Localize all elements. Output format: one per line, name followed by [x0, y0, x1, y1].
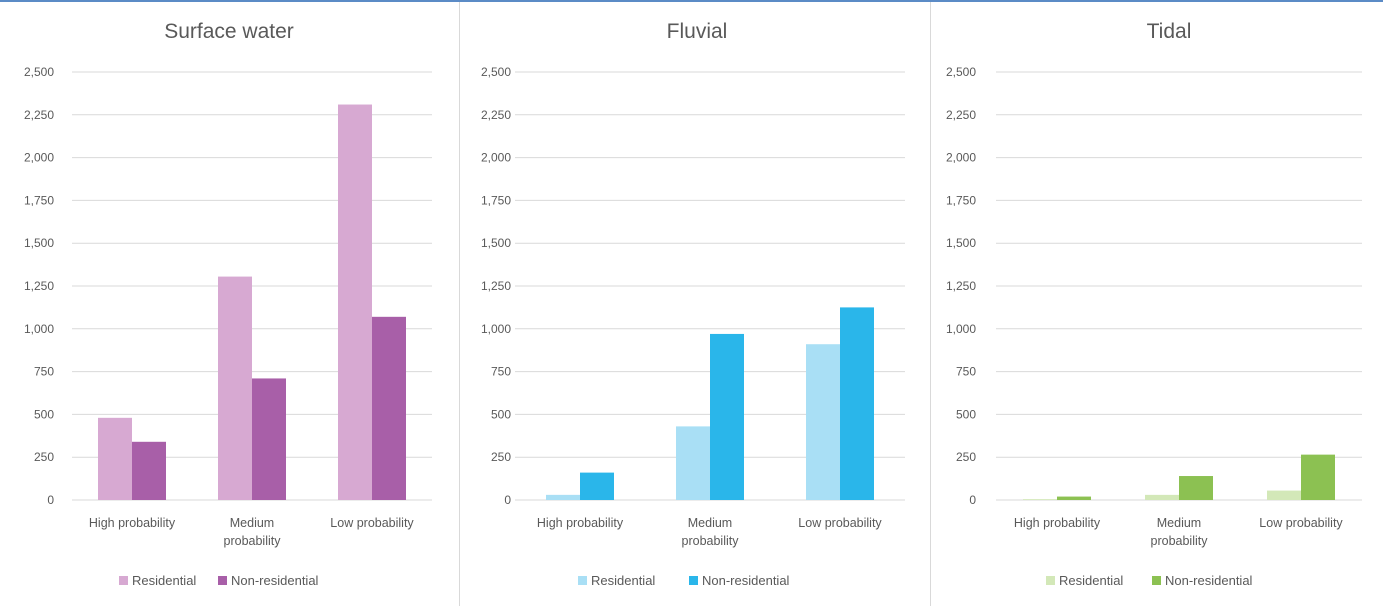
y-tick-label: 1,750 [946, 193, 976, 207]
legend-swatch-residential [1046, 576, 1055, 585]
tidal-chart: Tidal 0 250 500 750 1,000 1,250 1,500 1,750 2,000… [946, 20, 1362, 588]
legend-label-residential: Residential [591, 573, 655, 588]
legend-label-residential: Residential [132, 573, 196, 588]
x-category-label: Low probability [1259, 516, 1343, 530]
x-category-label: probability [682, 534, 740, 548]
bar-residential-medium-probability [218, 276, 252, 500]
fluvial-chart: Fluvial 0 250 500 750 1,000 1,250 1,500 1,750 2,0… [481, 20, 905, 588]
panel-divider [459, 2, 460, 606]
y-tick-label: 500 [956, 407, 976, 421]
bar-residential-high-probability [546, 494, 580, 500]
y-tick-label: 500 [34, 407, 54, 421]
y-tick-label: 0 [969, 493, 976, 507]
bar-residential-medium-probability [1145, 494, 1179, 500]
legend-label-non-residential: Non-residential [1165, 573, 1253, 588]
chart-title: Fluvial [667, 20, 728, 43]
bar-non-residential-medium-probability [710, 333, 744, 500]
y-tick-label: 2,500 [946, 65, 976, 79]
y-tick-label: 1,500 [481, 236, 511, 250]
bar-non-residential-low-probability [840, 307, 874, 500]
y-tick-label: 2,000 [24, 151, 54, 165]
y-tick-label: 1,250 [946, 279, 976, 293]
y-tick-label: 750 [956, 365, 976, 379]
x-category-label: Medium [1157, 516, 1201, 530]
y-tick-label: 2,000 [481, 151, 511, 165]
legend-label-non-residential: Non-residential [231, 573, 319, 588]
x-category-label: Low probability [798, 516, 882, 530]
bar-non-residential-high-probability [1057, 496, 1091, 500]
y-tick-label: 1,750 [24, 193, 54, 207]
legend-swatch-non-residential [689, 576, 698, 585]
y-tick-label: 1,000 [24, 322, 54, 336]
legend-swatch-non-residential [218, 576, 227, 585]
x-category-label: High probability [1014, 516, 1101, 530]
x-category-label: High probability [89, 516, 176, 530]
y-tick-label: 750 [34, 365, 54, 379]
y-tick-label: 2,250 [24, 108, 54, 122]
legend-swatch-residential [578, 576, 587, 585]
bar-non-residential-high-probability [132, 441, 166, 500]
legend-label-residential: Residential [1059, 573, 1123, 588]
bar-non-residential-high-probability [580, 472, 614, 500]
surface-water-chart: Surface water 0 250 500 750 1,000 1,250 1,500 1,… [24, 20, 432, 588]
x-category-label: Medium [230, 516, 274, 530]
chart-title: Tidal [1147, 20, 1192, 43]
x-category-label: probability [1151, 534, 1209, 548]
y-tick-label: 0 [47, 493, 54, 507]
y-tick-label: 500 [491, 407, 511, 421]
x-category-label: Medium [688, 516, 732, 530]
y-tick-label: 2,250 [946, 108, 976, 122]
y-tick-label: 250 [491, 450, 511, 464]
bar-residential-low-probability [338, 104, 372, 500]
y-tick-label: 250 [956, 450, 976, 464]
legend-swatch-residential [119, 576, 128, 585]
panel-divider [930, 2, 931, 606]
y-tick-label: 2,000 [946, 151, 976, 165]
y-tick-label: 2,500 [24, 65, 54, 79]
chart-title: Surface water [164, 20, 294, 43]
x-category-label: Low probability [330, 516, 414, 530]
y-tick-label: 1,500 [946, 236, 976, 250]
bar-non-residential-low-probability [1301, 454, 1335, 500]
bar-residential-low-probability [1267, 490, 1301, 500]
top-rule [0, 0, 1383, 2]
y-tick-label: 1,500 [24, 236, 54, 250]
bar-residential-medium-probability [676, 426, 710, 500]
bar-residential-high-probability [1023, 499, 1057, 500]
legend-label-non-residential: Non-residential [702, 573, 790, 588]
bar-residential-low-probability [806, 344, 840, 500]
y-tick-label: 1,250 [481, 279, 511, 293]
y-tick-label: 2,500 [481, 65, 511, 79]
y-tick-label: 2,250 [481, 108, 511, 122]
y-tick-label: 1,250 [24, 279, 54, 293]
y-tick-label: 1,750 [481, 193, 511, 207]
y-tick-label: 250 [34, 450, 54, 464]
x-category-label: probability [224, 534, 282, 548]
y-tick-label: 0 [504, 493, 511, 507]
y-tick-label: 1,000 [481, 322, 511, 336]
x-category-label: High probability [537, 516, 624, 530]
bar-non-residential-medium-probability [252, 378, 286, 500]
y-tick-label: 750 [491, 365, 511, 379]
bar-non-residential-medium-probability [1179, 476, 1213, 500]
bar-non-residential-low-probability [372, 316, 406, 500]
y-tick-label: 1,000 [946, 322, 976, 336]
bar-residential-high-probability [98, 417, 132, 500]
legend-swatch-non-residential [1152, 576, 1161, 585]
